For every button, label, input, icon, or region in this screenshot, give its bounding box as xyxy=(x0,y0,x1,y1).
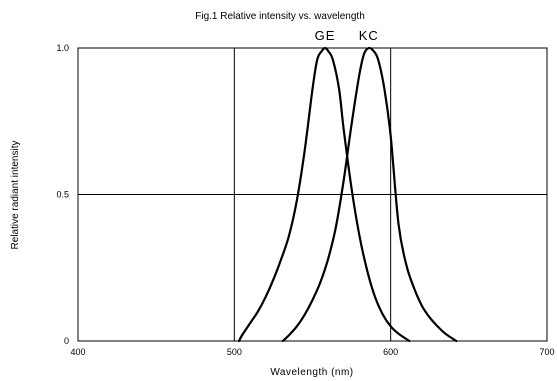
series-group xyxy=(237,46,458,343)
y-tick-label: 0.5 xyxy=(56,190,69,200)
grid xyxy=(78,48,547,341)
x-tick-label: 700 xyxy=(539,347,554,357)
tick-labels: 400 500 600 700 0 0.5 1.0 xyxy=(56,43,554,357)
series-label-kc: KC xyxy=(359,28,379,43)
x-tick-label: 500 xyxy=(227,347,242,357)
y-tick-label: 1.0 xyxy=(56,43,69,53)
x-tick-label: 600 xyxy=(383,347,398,357)
chart-title: Fig.1 Relative intensity vs. wavelength xyxy=(195,11,365,22)
x-tick-label: 400 xyxy=(70,347,85,357)
y-axis-label: Relative radiant intensity xyxy=(10,141,21,250)
series-labels: GE KC xyxy=(315,28,379,43)
series-line-kc xyxy=(281,46,458,343)
series-label-ge: GE xyxy=(315,28,336,43)
plot-frame xyxy=(77,47,548,342)
series-line-ge xyxy=(237,46,411,343)
x-axis-label: Wavelength (nm) xyxy=(270,367,353,378)
y-tick-label: 0 xyxy=(64,336,69,346)
